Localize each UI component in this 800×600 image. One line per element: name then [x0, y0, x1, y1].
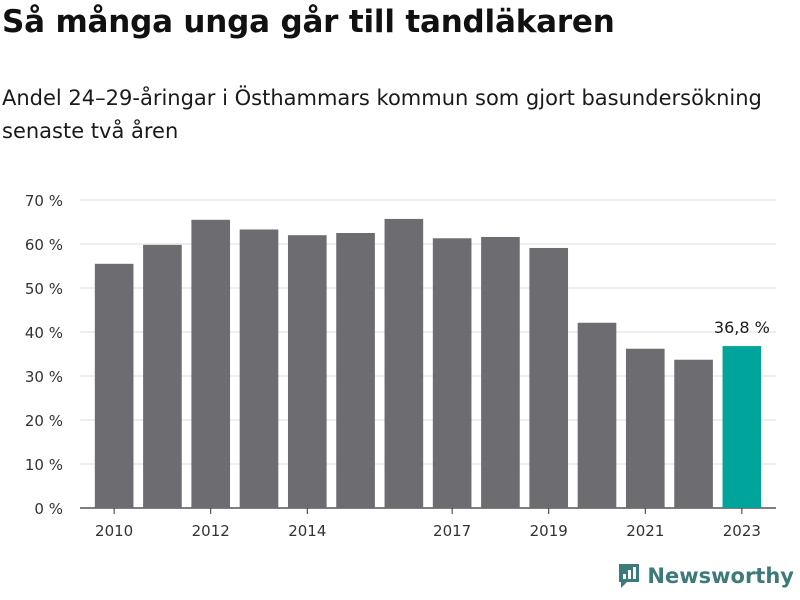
y-tick-label: 50 %	[25, 280, 63, 298]
x-tick-label: 2014	[288, 522, 326, 540]
data-labels: 36,8 %	[714, 318, 770, 337]
y-tick-label: 70 %	[25, 192, 63, 210]
bar-2012	[191, 219, 231, 509]
bar-2019	[529, 247, 569, 508]
y-tick-label: 20 %	[25, 412, 63, 430]
y-tick-label: 30 %	[25, 368, 63, 386]
brand: Newsworthy	[617, 562, 794, 590]
x-tick-label: 2017	[433, 522, 471, 540]
bar-2010	[94, 263, 134, 508]
y-tick-label: 0 %	[34, 500, 63, 518]
brand-name: Newsworthy	[647, 564, 794, 588]
bars	[94, 218, 762, 509]
bar-2014	[287, 235, 327, 508]
bar-2013	[239, 229, 279, 509]
y-tick-label: 40 %	[25, 324, 63, 342]
bar-2016	[384, 218, 424, 509]
x-tick-label: 2012	[192, 522, 230, 540]
x-tick-label: 2023	[723, 522, 761, 540]
bar-2023	[722, 346, 762, 508]
data-label: 36,8 %	[714, 318, 770, 337]
chart-title: Så många unga går till tandläkaren	[2, 4, 615, 40]
grid-lines	[80, 199, 776, 509]
x-axis-ticks: 2010 2012 2014 2017 2019 2021 2023	[95, 508, 761, 540]
x-tick-label: 2019	[530, 522, 568, 540]
chart-subtitle: Andel 24–29-åringar i Östhammars kommun …	[2, 86, 762, 143]
bar-2017	[432, 238, 472, 508]
bar-2020	[577, 322, 617, 508]
bar-2011	[143, 244, 182, 508]
y-axis-ticks: 0 % 10 % 20 % 30 % 40 % 50 % 60 % 70 %	[25, 192, 63, 518]
x-tick-label: 2010	[95, 522, 133, 540]
bar-2018	[481, 236, 520, 508]
bar-2022	[674, 359, 713, 508]
bar-2015	[336, 233, 375, 508]
y-tick-label: 60 %	[25, 236, 63, 254]
newsworthy-logo-icon	[619, 564, 640, 588]
bar-2021	[625, 348, 665, 508]
x-tick-label: 2021	[626, 522, 664, 540]
y-tick-label: 10 %	[25, 456, 63, 474]
